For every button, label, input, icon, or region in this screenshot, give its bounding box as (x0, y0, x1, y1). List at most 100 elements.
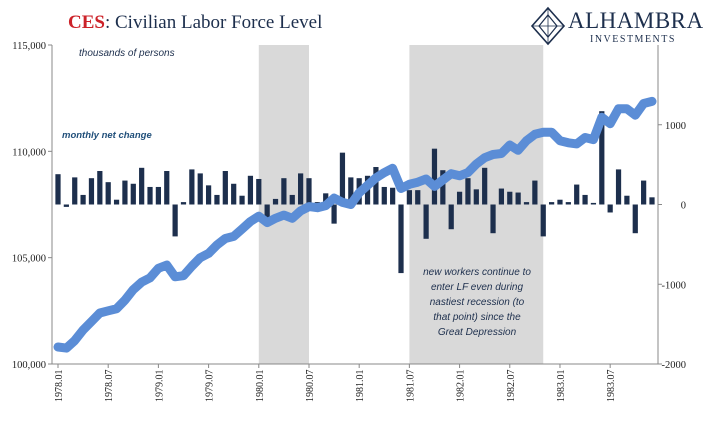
net-change-bar (214, 194, 220, 205)
net-change-bar (431, 148, 438, 205)
net-change-bar (565, 202, 571, 205)
net-change-bar (72, 177, 78, 205)
net-change-bar (607, 204, 613, 213)
net-change-bar (256, 178, 262, 205)
x-tick-label: 1979.07 (205, 370, 216, 403)
net-change-bar (582, 194, 588, 205)
net-change-bar (139, 167, 145, 205)
x-tick-label: 1981.01 (355, 370, 366, 403)
note-line: that point) since the (433, 312, 521, 323)
net-change-bar (205, 185, 212, 205)
net-change-bar (390, 187, 396, 205)
net-change-bar (540, 204, 546, 237)
net-change-bar (247, 175, 254, 205)
net-change-bar (599, 111, 605, 205)
net-change-bar (323, 193, 329, 205)
net-change-bar (55, 174, 61, 205)
note-line: enter LF even during (431, 282, 524, 293)
net-change-bar (189, 169, 195, 205)
net-change-bar (574, 184, 580, 205)
net-change-bar (80, 194, 86, 205)
right-y-tick-labels: -2000 -1000 0 1000 (658, 121, 686, 371)
net-change-bar (281, 178, 287, 205)
net-change-bar (415, 190, 421, 205)
net-change-bar (113, 199, 120, 205)
right-y-tick-label: -1000 (662, 280, 687, 291)
diamond-logo-icon (530, 6, 566, 46)
x-tick-label: 1981.07 (405, 370, 416, 403)
net-change-bar (222, 171, 228, 205)
net-change-bar (615, 169, 622, 205)
net-change-bar (406, 190, 412, 205)
net-change-bar (147, 186, 153, 205)
alhambra-logo: ALHAMBRA INVESTMENTS (530, 6, 703, 50)
net-change-bar (557, 199, 563, 205)
net-change-bar (180, 202, 187, 205)
net-change-bar (373, 167, 379, 205)
net-change-bar (197, 173, 203, 205)
net-change-bar (339, 152, 346, 205)
net-change-bar (448, 204, 454, 230)
units-annotation: thousands of persons (79, 48, 175, 59)
note-line: new workers continue to (423, 267, 531, 278)
net-change-bar (548, 202, 555, 205)
net-change-bar (482, 167, 488, 205)
net-change-bar (632, 204, 638, 234)
net-change-bar (289, 194, 295, 205)
net-change-bar (272, 198, 279, 205)
x-tick-label: 1979.01 (154, 370, 165, 403)
net-change-bar (63, 204, 69, 207)
x-tick-label: 1980.01 (255, 370, 266, 403)
right-y-tick-label: -2000 (662, 360, 687, 371)
recession-note: new workers continue to enter LF even dur… (423, 267, 531, 338)
net-change-bar (298, 173, 304, 205)
bars-label-annotation: monthly net change (62, 130, 152, 141)
left-y-tick-labels: 100,000 105,000 110,000 115,000 (12, 41, 52, 371)
net-change-bar (465, 178, 471, 205)
net-change-bar (97, 171, 103, 205)
net-change-bar (523, 202, 530, 205)
x-tick-label: 1983.07 (606, 370, 617, 403)
net-change-bar (122, 180, 128, 205)
net-change-bar (440, 170, 446, 205)
net-change-bar (473, 189, 479, 205)
left-y-tick-label: 100,000 (12, 360, 46, 371)
labor-force-series-line (53, 96, 657, 353)
x-tick-label: 1982.07 (506, 370, 517, 403)
left-y-tick-label: 115,000 (12, 41, 46, 52)
net-change-bar (490, 204, 496, 234)
net-change-bar (231, 183, 237, 205)
x-tick-label: 1982.01 (456, 370, 467, 403)
net-change-bar (507, 191, 513, 205)
net-change-bar (105, 182, 111, 205)
net-change-bar (456, 191, 463, 205)
net-change-bar (498, 188, 505, 205)
net-change-bar (155, 186, 162, 205)
logo-subtitle: INVESTMENTS (590, 34, 676, 45)
net-change-bar (306, 178, 312, 205)
net-change-bar (239, 195, 245, 205)
x-tick-label: 1978.07 (104, 370, 115, 403)
left-y-tick-label: 105,000 (12, 254, 46, 265)
title-main: : Civilian Labor Force Level (104, 12, 323, 33)
net-change-bar (649, 197, 655, 205)
right-y-tick-label: 1000 (665, 121, 686, 132)
note-line: nastiest recession (to (430, 297, 525, 308)
net-change-bar (88, 178, 95, 205)
net-change-bar (264, 204, 270, 222)
net-change-bar (515, 192, 521, 205)
x-tick-label: 1980.07 (305, 370, 316, 403)
chart-title: CES: Civilian Labor Force Level (68, 12, 322, 34)
net-change-bar (172, 204, 178, 237)
right-y-tick-label: 0 (681, 201, 686, 212)
title-prefix: CES (68, 12, 105, 33)
logo-name: ALHAMBRA (568, 8, 704, 33)
x-tick-label: 1983.01 (556, 370, 567, 403)
net-change-bar (331, 204, 337, 224)
net-change-bar (381, 186, 387, 205)
net-change-bar (348, 177, 354, 205)
x-tick-labels: 1978.01 1978.07 1979.01 1979.07 1980.01 1980.… (54, 364, 617, 402)
net-change-bar (398, 204, 404, 274)
